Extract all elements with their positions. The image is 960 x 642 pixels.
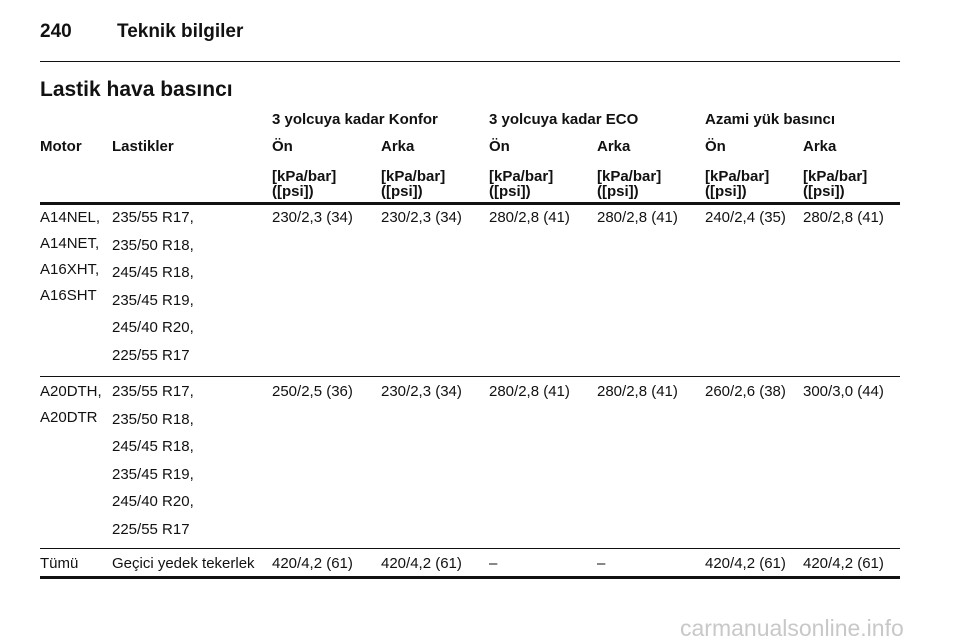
pressure-value: 420/4,2 (61): [705, 555, 786, 572]
tyre-size: 235/50 R18,: [112, 236, 194, 254]
tyre-size: 235/50 R18,: [112, 410, 194, 428]
unit-header: [kPa/bar]: [272, 168, 337, 185]
unit-header: ([psi]): [489, 183, 531, 200]
row-rule: [40, 376, 900, 377]
column-header: Ön: [272, 138, 293, 155]
table-rule: [40, 202, 900, 205]
pressure-value: –: [489, 555, 498, 572]
tyre-size: 245/40 R20,: [112, 493, 194, 510]
pressure-value: –: [597, 555, 606, 572]
unit-header: ([psi]): [381, 183, 423, 200]
header-rule: [40, 61, 900, 62]
tyre-size: 225/55 R17: [112, 346, 190, 364]
pressure-value: 230/2,3 (34): [272, 209, 353, 226]
tyre-size: 245/40 R20,: [112, 319, 194, 336]
tyre-size: Geçici yedek tekerlek: [112, 555, 255, 572]
unit-header: [kPa/bar]: [705, 168, 770, 185]
row-rule: [40, 548, 900, 549]
pressure-value: 250/2,5 (36): [272, 383, 353, 400]
unit-header: ([psi]): [272, 183, 314, 200]
page-title: Teknik bilgiler: [117, 21, 244, 42]
pressure-value: 280/2,8 (41): [803, 209, 884, 226]
pressure-value: 240/2,4 (35): [705, 209, 786, 226]
tyre-size: 235/45 R19,: [112, 465, 194, 483]
watermark: carmanualsonline.info: [680, 615, 904, 641]
tyre-size: 235/55 R17,: [112, 209, 194, 226]
pressure-value: 280/2,8 (41): [597, 383, 678, 400]
motor: A16XHT,: [40, 261, 100, 278]
pressure-value: 420/4,2 (61): [803, 555, 884, 572]
pressure-value: 280/2,8 (41): [489, 383, 570, 400]
unit-header: ([psi]): [597, 183, 639, 200]
pressure-value: 420/4,2 (61): [272, 555, 353, 572]
motor: A20DTH,: [40, 383, 102, 400]
pressure-value: 300/3,0 (44): [803, 383, 884, 400]
column-header: Ön: [705, 138, 726, 155]
unit-header: ([psi]): [803, 183, 845, 200]
column-header: Arka: [597, 138, 631, 155]
page-number: 240: [40, 21, 72, 42]
pressure-value: 280/2,8 (41): [489, 209, 570, 226]
motor: A16SHT: [40, 287, 97, 304]
section-title: Lastik hava basıncı: [40, 78, 233, 101]
pressure-value: 420/4,2 (61): [381, 555, 462, 572]
pressure-value: 260/2,6 (38): [705, 383, 786, 400]
tyre-size: 245/45 R18,: [112, 264, 194, 281]
motor: A14NEL,: [40, 209, 101, 226]
table-rule: [40, 576, 900, 579]
unit-header: [kPa/bar]: [381, 168, 446, 185]
unit-header: [kPa/bar]: [803, 168, 868, 185]
group-header: 3 yolcuya kadar Konfor: [272, 111, 438, 128]
pressure-value: 230/2,3 (34): [381, 383, 462, 400]
tyre-size: 225/55 R17: [112, 520, 190, 538]
unit-header: [kPa/bar]: [489, 168, 554, 185]
motor: A14NET,: [40, 235, 100, 252]
column-header: Lastikler: [112, 138, 174, 155]
column-header: Arka: [381, 138, 415, 155]
pressure-value: 230/2,3 (34): [381, 209, 462, 226]
column-header: Arka: [803, 138, 837, 155]
group-header: 3 yolcuya kadar ECO: [489, 111, 639, 128]
group-header: Azami yük basıncı: [705, 111, 836, 128]
pressure-value: 280/2,8 (41): [597, 209, 678, 226]
motor: A20DTR: [40, 409, 98, 426]
column-header: Motor: [40, 138, 82, 155]
motor: Tümü: [40, 555, 79, 572]
unit-header: [kPa/bar]: [597, 168, 662, 185]
tyre-size: 245/45 R18,: [112, 438, 194, 455]
tyre-size: 235/55 R17,: [112, 383, 194, 400]
tyre-size: 235/45 R19,: [112, 291, 194, 309]
column-header: Ön: [489, 138, 510, 155]
unit-header: ([psi]): [705, 183, 747, 200]
